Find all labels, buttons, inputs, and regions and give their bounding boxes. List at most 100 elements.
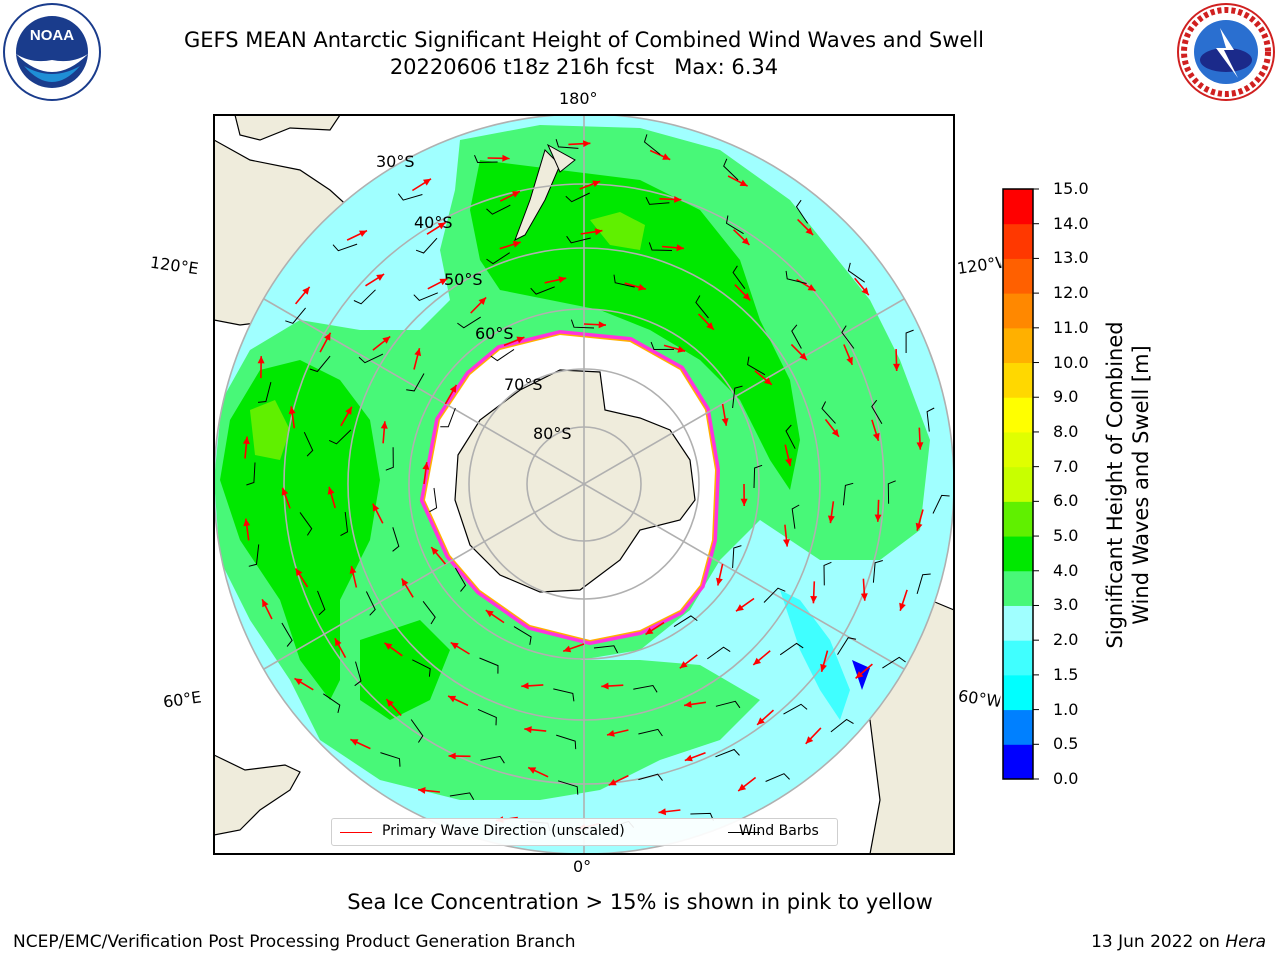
wave-direction-arrowhead: [676, 244, 684, 252]
wave-direction-arrowhead: [401, 578, 409, 587]
wave-direction-arrowhead: [764, 377, 772, 385]
wave-direction-arrowhead: [592, 180, 601, 187]
wave-direction-arrowhead: [324, 332, 331, 341]
wave-direction-arrowhead: [799, 352, 807, 361]
wind-barb: [358, 353, 384, 364]
wave-direction-arrowhead: [380, 421, 388, 429]
wave-direction-arrowhead: [327, 486, 335, 495]
wind-barb: [354, 661, 362, 687]
footer-host: Hera: [1225, 932, 1266, 952]
wave-direction-arrowhead: [677, 345, 686, 353]
wind-barb: [392, 527, 400, 552]
wind-barb: [309, 355, 331, 373]
wave-direction-arrowhead: [861, 287, 869, 296]
wind-barb: [457, 316, 481, 329]
wave-direction-arrowhead: [638, 283, 646, 291]
wind-barb: [871, 399, 883, 425]
wind-barb: [926, 407, 935, 432]
wave-direction-swatch: [340, 832, 372, 833]
wind-barb: [763, 587, 786, 603]
wave-direction-arrowhead: [757, 717, 765, 725]
lon-label-180: 180°: [559, 89, 598, 108]
wave-direction-arrowhead: [716, 577, 723, 586]
wind-barb: [486, 204, 511, 215]
wave-direction-arrowhead: [684, 754, 693, 762]
map-legend: Primary Wave Direction (unscaled) Wind B…: [331, 818, 838, 846]
wind-barb: [932, 494, 950, 514]
wind-barb: [303, 431, 314, 457]
wind-barb: [715, 700, 741, 709]
wave-direction-arrowhead: [512, 240, 521, 248]
svg-text:NOAA: NOAA: [30, 27, 74, 44]
wind-barb: [454, 567, 467, 592]
wind-barb: [413, 292, 438, 301]
wave-direction-arrowhead: [846, 356, 853, 365]
colorbar-tick-label: 6.0: [1053, 491, 1079, 511]
wave-direction-arrowhead: [783, 539, 790, 547]
colorbar-tick-label: 4.0: [1053, 560, 1079, 580]
wave-direction-arrowhead: [386, 699, 394, 707]
wave-direction-arrowhead: [739, 179, 748, 187]
wave-direction-arrowhead: [294, 678, 303, 686]
wave-direction-arrowhead: [350, 739, 359, 746]
wind-barb: [785, 270, 807, 284]
wind-barb: [553, 688, 575, 702]
wave-direction-arrowhead: [422, 462, 430, 470]
wave-direction-arrowhead: [598, 321, 606, 329]
wave-direction-arrowhead: [302, 286, 310, 295]
colorbar-segment: [1003, 709, 1033, 745]
wind-barb: [847, 262, 865, 283]
wave-direction-arrowhead: [521, 682, 529, 690]
wind-barb: [323, 693, 341, 714]
wind-barb: [732, 385, 743, 409]
wave-direction-arrowhead: [662, 153, 671, 160]
wind-barb: [285, 307, 306, 324]
wind-barb: [397, 193, 423, 201]
wave-direction-arrowhead: [607, 730, 615, 737]
wave-direction-arrowhead: [608, 779, 617, 786]
wind-barb: [248, 544, 260, 567]
wind-barb: [556, 734, 577, 750]
wave-direction-arrowhead: [810, 596, 818, 604]
colorbar-segment: [1003, 605, 1033, 641]
wind-barb: [785, 424, 796, 449]
wind-barb: [638, 773, 663, 781]
colorbar-tick-label: 3.0: [1053, 595, 1079, 615]
legend-wind-barbs: Wind Barbs: [739, 823, 819, 839]
wave-direction-arrowhead: [872, 432, 880, 441]
wind-barb: [480, 755, 505, 764]
colorbar-segment: [1003, 466, 1033, 502]
lat-label-30s: 30°S: [376, 152, 415, 171]
lat-label-60s: 60°S: [475, 324, 514, 343]
wind-barb: [479, 657, 499, 674]
chart-subtitle: 20220606 t18z 216h fcst Max: 6.34: [389, 55, 779, 79]
wind-barb: [723, 158, 739, 181]
colorbar-label-line1: Significant Height of Combined: [1103, 321, 1127, 649]
wind-barb: [410, 719, 424, 743]
wind-barb: [257, 381, 272, 403]
lat-label-70s: 70°S: [504, 375, 543, 394]
wind-barb: [765, 773, 790, 782]
colorbar-tick-label: 15.0: [1053, 179, 1089, 198]
wave-direction-arrowhead: [645, 627, 654, 635]
colorbar-segment: [1003, 674, 1033, 711]
wave-direction-arrowhead: [431, 547, 439, 555]
wave-direction-arrowhead: [372, 503, 380, 512]
wave-direction-arrowhead: [807, 284, 816, 291]
wind-barb: [830, 718, 854, 733]
wind-barb: [486, 252, 510, 265]
wind-barb: [821, 401, 836, 424]
wind-barb: [783, 703, 808, 715]
wave-direction-arrowhead: [502, 154, 510, 162]
wind-barb: [882, 656, 906, 669]
colorbar-tick-label: 11.0: [1053, 317, 1089, 337]
wind-barb: [328, 429, 352, 445]
lat-label-40s: 40°S: [414, 213, 453, 232]
wave-band-5m: [590, 212, 645, 250]
wave-direction-arrowhead: [257, 356, 265, 364]
wind-barb: [412, 659, 431, 677]
wind-barb: [422, 600, 436, 625]
colorbar-segment: [1003, 536, 1033, 572]
wave-direction-arrowhead: [893, 363, 900, 371]
